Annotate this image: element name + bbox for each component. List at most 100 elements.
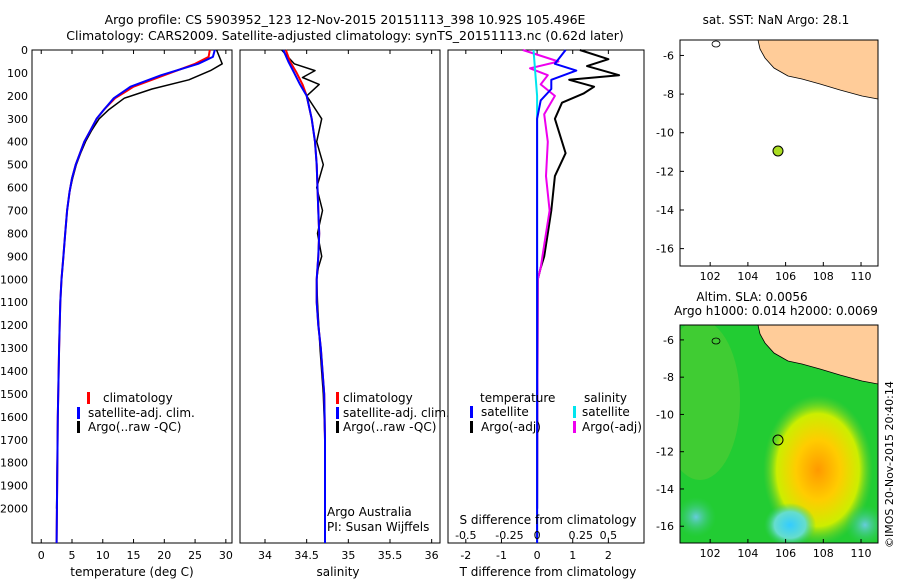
depth-tick-label: 200	[7, 90, 28, 103]
s-tick-label: 0.25	[568, 529, 593, 542]
x-tick-label: 10	[96, 549, 110, 562]
x-tick-label: 0	[38, 549, 45, 562]
sla-map-title-1: Altim. SLA: 0.0056	[696, 290, 807, 304]
annotation-argo-australia: Argo Australia	[327, 505, 412, 519]
x-tick-label: 35.5	[378, 549, 403, 562]
series-line-1-1	[282, 49, 326, 543]
series-line-2-0	[536, 49, 578, 543]
depth-tick-label: 1100	[0, 296, 28, 309]
x-tick-label: 34.5	[294, 549, 319, 562]
x-tick-label: 25	[188, 549, 202, 562]
sla-map-title-2: Argo h1000: 0.014 h2000: 0.0069	[674, 304, 878, 318]
depth-tick-label: 1300	[0, 342, 28, 355]
salinity-series	[281, 49, 326, 543]
legend-swatch-t-satellite	[470, 406, 473, 418]
s-difference-ticks: -0.5 -0.25 0 0.25 0.5	[455, 529, 617, 542]
lon-tick-label: 110	[851, 547, 872, 560]
island-outline	[711, 40, 721, 48]
depth-tick-label: 400	[7, 136, 28, 149]
depth-tick-label: 100	[7, 67, 28, 80]
legend-argo: Argo(..raw -QC)	[88, 420, 181, 434]
lat-tick-label: -6	[663, 49, 674, 62]
temperature-x-ticks: 0 5 10 15 20 25 30	[38, 50, 233, 562]
lat-tick-label: -8	[663, 88, 674, 101]
legend-swatch-argo	[336, 421, 339, 433]
depth-tick-label: 1800	[0, 457, 28, 470]
legend-swatch-satellite	[336, 407, 339, 419]
legend-swatch-climatology	[87, 392, 90, 404]
lat-tick-label: -12	[656, 446, 674, 459]
t-difference-label: T difference from climatology	[459, 565, 637, 579]
x-tick-label: 30	[219, 549, 233, 562]
series-line-2-3	[522, 49, 560, 509]
lat-tick-label: -10	[656, 408, 674, 421]
legend-swatch-t-argo	[470, 421, 473, 433]
lon-tick-label: 106	[775, 270, 796, 283]
legend-swatch-argo	[77, 421, 80, 433]
difference-panel: -2 -1 0 1 2 S difference from climatology -0…	[447, 49, 645, 579]
depth-axis: 0 100 200 300 400 500 600 700 800 900 1000 1100 1200…	[0, 44, 644, 516]
lat-tick-label: -8	[663, 371, 674, 384]
sst-map-title: sat. SST: NaN Argo: 28.1	[703, 13, 850, 27]
lat-tick-label: -6	[663, 334, 674, 347]
island-outline-2	[711, 337, 721, 345]
legend-swatch-satellite	[77, 407, 80, 419]
legend-t-satellite: satellite	[481, 405, 529, 419]
lon-tick-label: 102	[700, 547, 721, 560]
x-tick-label: 5	[69, 549, 76, 562]
legend-swatch-s-argo	[573, 421, 576, 433]
lon-tick-label: 106	[775, 547, 796, 560]
lon-tick-label: 110	[851, 270, 872, 283]
temperature-series	[55, 49, 223, 544]
depth-tick-label: 1000	[0, 273, 28, 286]
depth-tick-label: 0	[21, 44, 28, 57]
credit-text: ©IMOS 20-Nov-2015 20:40:14	[883, 381, 896, 548]
salinity-legend: climatology satellite-adj. clim. Argo(..…	[336, 391, 450, 434]
legend-s-argo: Argo(-adj)	[582, 420, 642, 434]
title-line-2: Climatology: CARS2009. Satellite-adjuste…	[66, 28, 623, 43]
lat-tick-label: -16	[656, 520, 674, 533]
legend-group-salinity: salinity	[584, 391, 627, 405]
java-coastline-2	[757, 325, 878, 385]
legend-swatch-climatology	[336, 392, 339, 404]
sla-map-ticks: 102 104 106 108 110 -6 -8 -10 -12 -14 -16	[656, 334, 871, 560]
salinity-xlabel: salinity	[316, 565, 359, 579]
s-tick-label: 0	[534, 529, 541, 542]
x-tick-label: 35	[341, 549, 355, 562]
depth-tick-label: 1600	[0, 411, 28, 424]
legend-climatology: climatology	[103, 391, 173, 405]
legend-satellite: satellite-adj. clim.	[343, 406, 450, 420]
legend-t-argo: Argo(-adj)	[481, 420, 541, 434]
temperature-legend: climatology satellite-adj. clim. Argo(..…	[77, 391, 195, 434]
depth-tick-label: 300	[7, 113, 28, 126]
s-tick-label: -0.25	[495, 529, 523, 542]
temperature-xlabel: temperature (deg C)	[70, 565, 193, 579]
depth-tick-label: 1700	[0, 434, 28, 447]
depth-tick-label: 600	[7, 182, 28, 195]
legend-argo: Argo(..raw -QC)	[343, 420, 436, 434]
lat-tick-label: -10	[656, 127, 674, 140]
depth-tick-label: 1900	[0, 480, 28, 493]
series-line-2-1	[536, 49, 621, 509]
depth-tick-label: 800	[7, 227, 28, 240]
x-tick-label: 1	[569, 549, 576, 562]
s-tick-label: 0.5	[600, 529, 618, 542]
salinity-x-ticks: 34 34.5 35 35.5 36	[258, 50, 439, 562]
depth-tick-label: 700	[7, 205, 28, 218]
legend-satellite: satellite-adj. clim.	[88, 406, 195, 420]
depth-tick-label: 500	[7, 159, 28, 172]
salinity-panel: 34 34.5 35 35.5 36 salinity climatology sate…	[239, 49, 450, 579]
x-tick-label: -2	[460, 549, 471, 562]
lat-tick-label: -14	[656, 483, 674, 496]
depth-tick-label: 2000	[0, 503, 28, 516]
x-tick-label: -1	[496, 549, 507, 562]
lat-tick-label: -12	[656, 165, 674, 178]
sst-map-ticks: 102 104 106 108 110 -6 -8 -10 -12 -14 -16	[656, 49, 871, 283]
difference-legend: temperature salinity satellite Argo(-adj…	[470, 391, 642, 434]
lon-tick-label: 108	[813, 547, 834, 560]
difference-x-ticks: -2 -1 0 1 2	[460, 50, 612, 562]
depth-tick-label: 1200	[0, 319, 28, 332]
argo-float-marker	[772, 145, 784, 157]
x-tick-label: 36	[425, 549, 439, 562]
